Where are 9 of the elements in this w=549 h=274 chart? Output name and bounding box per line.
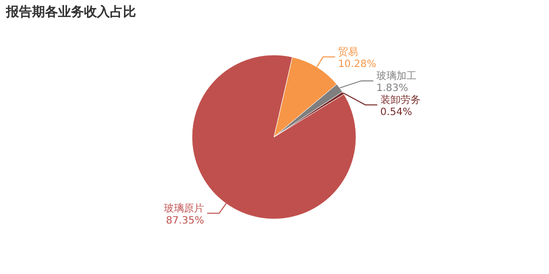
slice-label: 贸易 bbox=[338, 46, 358, 58]
slice-label: 玻璃加工 bbox=[376, 70, 416, 82]
data-label: 87.35% bbox=[166, 215, 204, 226]
data-label: 10.28% bbox=[338, 58, 376, 70]
slice-label: 玻璃原片 bbox=[164, 202, 204, 214]
slice-label: 装卸劳务 bbox=[380, 94, 420, 106]
data-label: 1.83% bbox=[376, 82, 408, 94]
data-label: 0.54% bbox=[380, 106, 412, 118]
title: 报告期各业务收入占比 bbox=[6, 5, 136, 20]
